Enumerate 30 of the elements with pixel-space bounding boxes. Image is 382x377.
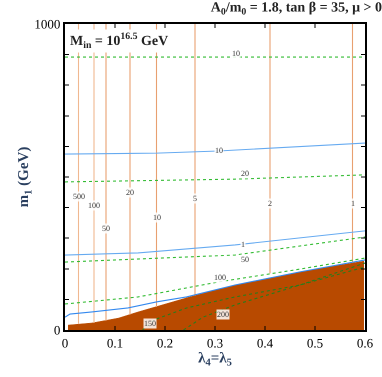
annotation: 100 xyxy=(88,201,100,210)
chart-title: A$_{0}$/m$_{0}$ = 1.8, tan β = 35, μ > 0 xyxy=(210,0,382,18)
annotation: 10 xyxy=(153,213,161,222)
x-axis-title: λ$_{4}$=λ$_{5}$ xyxy=(198,350,232,369)
annotation: 50 xyxy=(241,255,249,264)
annotation: 2 xyxy=(268,199,272,208)
x-tick-label: 0.6 xyxy=(356,336,374,351)
x-tick-label: 0.2 xyxy=(156,336,174,351)
annotation: 50 xyxy=(102,224,110,233)
annotation: 200 xyxy=(217,310,229,319)
annotation: 20 xyxy=(126,188,134,197)
line-series xyxy=(65,230,365,256)
annotation: 500 xyxy=(73,192,85,201)
annotation: 5 xyxy=(193,194,197,203)
annotation: 20 xyxy=(241,169,249,178)
annotation: 10 xyxy=(215,146,223,155)
annotation: 1 xyxy=(351,199,355,208)
x-tick-label: 0.4 xyxy=(256,336,274,351)
annotation: 1 xyxy=(241,240,245,249)
x-tick-label: 0.5 xyxy=(306,336,324,351)
x-tick-label: 0.3 xyxy=(206,336,224,351)
x-tick-label: 0.1 xyxy=(106,336,124,351)
annotation: 100 xyxy=(214,273,226,282)
annotation: M$_{in}$ = 10$^{16.5}$ GeV xyxy=(70,31,168,51)
annotation: 10 xyxy=(232,49,240,58)
y-tick-label: 1000 xyxy=(34,16,60,32)
line-series xyxy=(142,266,365,330)
annotation: 150 xyxy=(144,319,156,328)
line-series xyxy=(65,142,365,156)
line-series xyxy=(65,258,365,305)
